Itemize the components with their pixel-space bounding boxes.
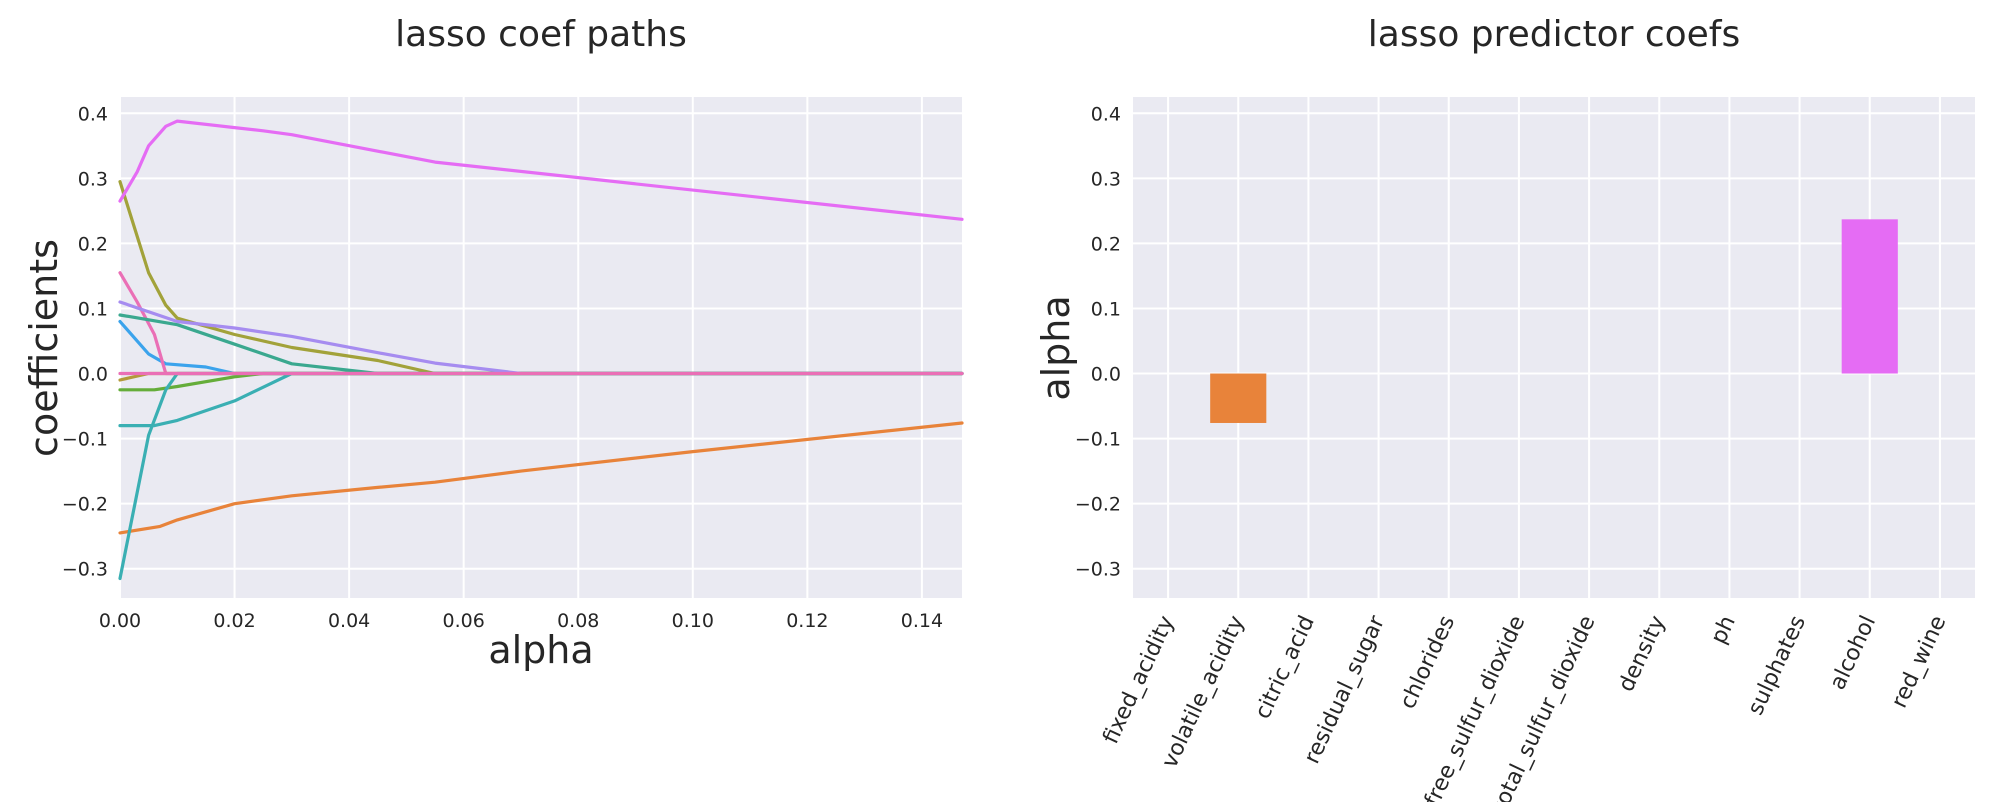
- predictor-coefs-chart: lasso predictor coefs 0.4 0.3 0.2 0.1 0.0 −0.…: [1034, 14, 1975, 802]
- y-tick-label: 0.2: [1091, 233, 1121, 255]
- coef-paths-chart: lasso coef paths 0.4 0.3 0.2 0.1 0.0 −0.1 −0.2…: [22, 14, 964, 672]
- y-tick-label: 0.2: [78, 233, 108, 255]
- coef-paths-plot-area: [120, 97, 962, 598]
- coef-paths-gridlines: [119, 97, 962, 598]
- x-tick-label: 0.10: [672, 610, 714, 632]
- predictor-coefs-bars: [1210, 219, 1898, 423]
- y-tick-label: −0.2: [62, 494, 108, 516]
- category-label-alcohol: alcohol: [1825, 612, 1881, 694]
- x-tick-label: 0.04: [328, 610, 370, 632]
- x-tick-label: 0.06: [443, 610, 485, 632]
- coef-paths-y-tick-labels: 0.4 0.3 0.2 0.1 0.0 −0.1 −0.2 −0.3: [62, 103, 108, 580]
- coef-path-sulphates: [118, 300, 964, 376]
- coef-paths-x-axis-label: alpha: [488, 628, 593, 672]
- y-tick-label: −0.1: [1075, 429, 1121, 451]
- category-label-red-wine: red_wine: [1887, 612, 1951, 712]
- x-tick-label: 0.12: [786, 610, 828, 632]
- y-tick-label: 0.4: [1091, 103, 1121, 125]
- coef-paths-title: lasso coef paths: [395, 14, 687, 55]
- bar-alcohol: [1841, 219, 1898, 374]
- y-tick-label: −0.1: [62, 429, 108, 451]
- y-tick-label: −0.3: [62, 559, 108, 581]
- y-tick-label: −0.3: [1075, 559, 1121, 581]
- predictor-coefs-title: lasso predictor coefs: [1368, 14, 1740, 55]
- coef-paths-series: [118, 119, 964, 581]
- category-label-sulphates: sulphates: [1743, 612, 1811, 719]
- coef-paths-y-axis-label: coefficients: [22, 239, 66, 457]
- y-tick-label: 0.1: [1091, 298, 1121, 320]
- category-label-density: density: [1614, 612, 1671, 696]
- predictor-coefs-plot-area: [1133, 97, 1975, 598]
- y-tick-label: −0.2: [1075, 494, 1121, 516]
- x-tick-label: 0.08: [557, 610, 599, 632]
- x-tick-label: 0.02: [213, 610, 255, 632]
- coef-paths-x-tick-labels: 0.00 0.02 0.04 0.06 0.08 0.10 0.12 0.14: [99, 610, 943, 632]
- y-tick-label: 0.0: [1091, 364, 1121, 386]
- category-label-citric-acid: citric_acid: [1250, 612, 1319, 723]
- y-tick-label: 0.0: [78, 364, 108, 386]
- coef-path-alcohol: [118, 119, 964, 221]
- category-label-fixed-acidity: fixed_acidity: [1098, 612, 1179, 748]
- predictor-coefs-y-axis-label: alpha: [1034, 295, 1078, 400]
- y-tick-label: 0.3: [78, 168, 108, 190]
- bar-volatile-acidity: [1210, 373, 1267, 423]
- x-tick-label: 0.14: [901, 610, 943, 632]
- category-label-chlorides: chlorides: [1395, 612, 1460, 713]
- x-tick-label: 0.00: [99, 610, 141, 632]
- category-label-ph: ph: [1706, 612, 1740, 648]
- coef-path-volatile-acidity: [118, 421, 964, 535]
- y-tick-label: 0.3: [1091, 168, 1121, 190]
- y-tick-label: 0.1: [78, 298, 108, 320]
- coef-path-residual-sugar: [118, 180, 964, 376]
- predictor-coefs-y-tick-labels: 0.4 0.3 0.2 0.1 0.0 −0.1 −0.2 −0.3: [1075, 103, 1121, 580]
- predictor-coefs-gridlines: [1133, 97, 1975, 598]
- y-tick-label: 0.4: [78, 103, 108, 125]
